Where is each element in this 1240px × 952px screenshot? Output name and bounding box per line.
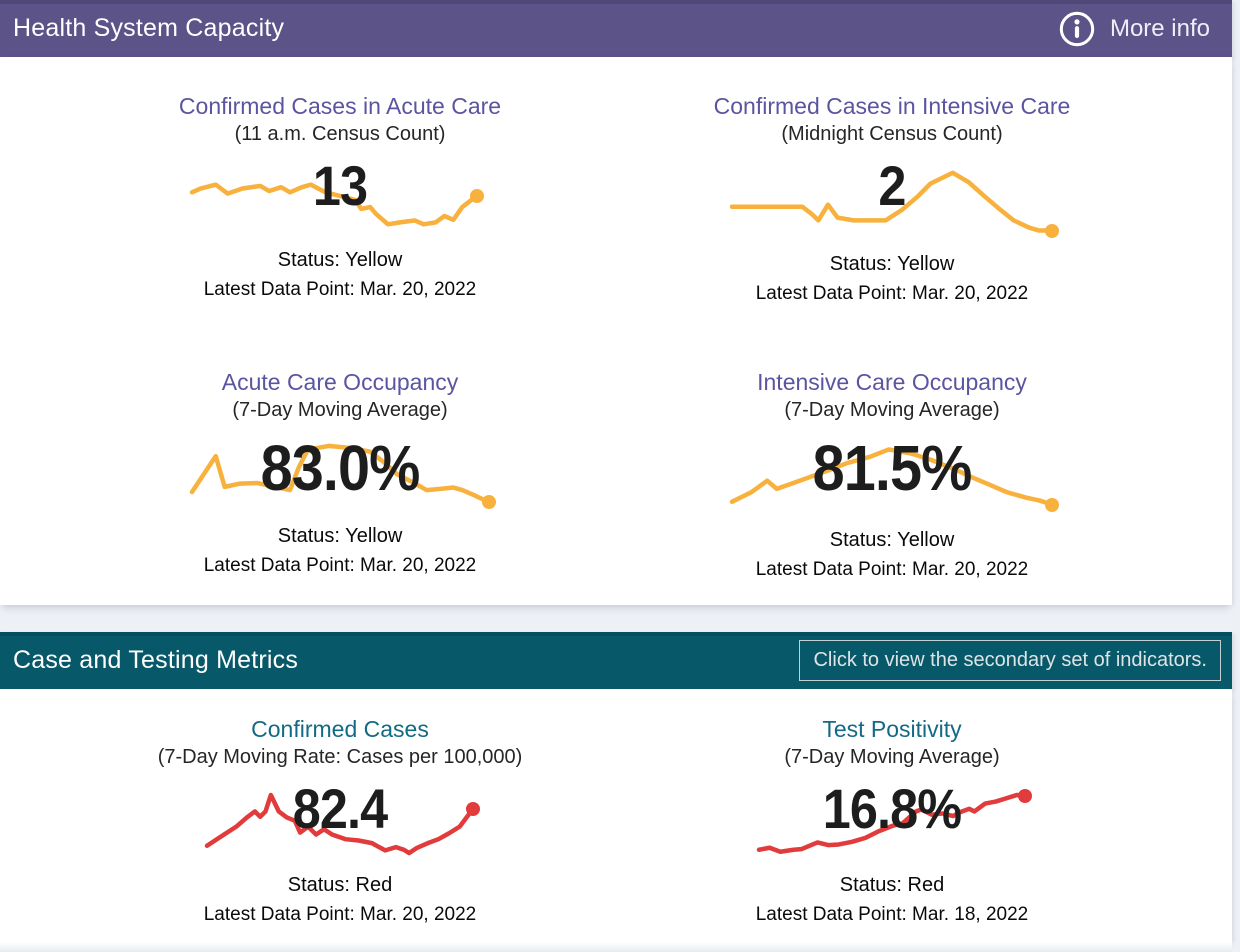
- section-header-case-and-testing-metrics: Case and Testing Metrics Click to view t…: [0, 632, 1232, 689]
- status-text: Status: Red: [287, 874, 393, 896]
- section-title: Case and Testing Metrics: [13, 646, 299, 674]
- latest-point-dot: [1045, 497, 1059, 512]
- metric-title: Confirmed Cases in Intensive Care: [713, 93, 1071, 119]
- sparkline: [207, 791, 473, 857]
- latest-point-dot: [1045, 223, 1059, 238]
- metric-subtitle: (Midnight Census Count): [781, 123, 1003, 145]
- sparkline: [759, 791, 1025, 857]
- latest-data-point: Latest Data Point: Mar. 18, 2022: [755, 904, 1029, 925]
- metric-card-acute-care-occupancy: Acute Care Occupancy (7-Day Moving Avera…: [64, 368, 616, 582]
- latest-point-dot: [481, 495, 496, 510]
- sparkline-chart: 82.4: [207, 781, 480, 857]
- latest-data-point: Latest Data Point: Mar. 20, 2022: [755, 283, 1029, 304]
- status-text: Status: Yellow: [829, 529, 955, 551]
- more-info-label: More info: [1109, 14, 1210, 42]
- metric-value: 83.0%: [260, 432, 421, 504]
- sparkline: [192, 168, 489, 232]
- metric-value: 13: [312, 154, 368, 217]
- case-and-testing-metrics-panel: Confirmed Cases (7-Day Moving Rate: Case…: [0, 689, 1232, 942]
- metric-card-intensive-care-cases: Confirmed Cases in Intensive Care (Midni…: [616, 92, 1168, 306]
- section-header-health-system-capacity: Health System Capacity More info: [0, 0, 1232, 57]
- metric-value: 2: [878, 154, 906, 217]
- metric-card-acute-care-cases: Confirmed Cases in Acute Care (11 a.m. C…: [64, 92, 616, 306]
- metric-value: 81.5%: [812, 432, 973, 504]
- sparkline-chart: 83.0%: [192, 436, 496, 510]
- metric-card-intensive-care-occupancy: Intensive Care Occupancy (7-Day Moving A…: [616, 368, 1168, 582]
- health-system-capacity-panel: Confirmed Cases in Acute Care (11 a.m. C…: [0, 57, 1232, 605]
- metric-subtitle: (7-Day Moving Average): [784, 399, 1000, 421]
- sparkline-chart: 81.5%: [732, 436, 1052, 512]
- metric-subtitle: (7-Day Moving Average): [784, 746, 1000, 768]
- more-info-button[interactable]: More info: [1052, 9, 1216, 49]
- metric-subtitle: (11 a.m. Census Count): [234, 123, 446, 145]
- metric-subtitle: (7-Day Moving Average): [232, 399, 448, 421]
- metric-subtitle: (7-Day Moving Rate: Cases per 100,000): [157, 746, 523, 768]
- status-text: Status: Red: [839, 874, 945, 896]
- metric-card-confirmed-cases: Confirmed Cases (7-Day Moving Rate: Case…: [64, 715, 616, 927]
- latest-data-point: Latest Data Point: Mar. 20, 2022: [203, 279, 477, 300]
- latest-point-dot: [1018, 788, 1032, 803]
- view-secondary-indicators-button[interactable]: Click to view the secondary set of indic…: [799, 640, 1221, 681]
- metric-title: Intensive Care Occupancy: [757, 369, 1027, 395]
- status-text: Status: Yellow: [829, 253, 955, 275]
- metric-card-test-positivity: Test Positivity (7-Day Moving Average) 1…: [616, 715, 1168, 927]
- section-title: Health System Capacity: [13, 14, 285, 42]
- sparkline-chart: 2: [732, 158, 1052, 238]
- status-text: Status: Yellow: [277, 525, 403, 547]
- latest-point-dot: [469, 188, 484, 203]
- metric-value: 16.8%: [822, 777, 962, 840]
- sparkline: [732, 444, 1052, 512]
- sparkline-chart: 16.8%: [759, 781, 1032, 857]
- info-circle-icon: [1059, 11, 1095, 46]
- metric-value: 82.4: [292, 777, 388, 840]
- latest-data-point: Latest Data Point: Mar. 20, 2022: [203, 555, 477, 576]
- metric-title: Test Positivity: [822, 716, 962, 742]
- sparkline: [192, 444, 489, 508]
- metric-title: Confirmed Cases: [251, 716, 429, 742]
- metric-title: Confirmed Cases in Acute Care: [178, 93, 502, 119]
- metric-title: Acute Care Occupancy: [221, 369, 459, 395]
- latest-data-point: Latest Data Point: Mar. 20, 2022: [203, 904, 477, 925]
- panel-bottom-fade: [0, 942, 1232, 952]
- latest-data-point: Latest Data Point: Mar. 20, 2022: [755, 559, 1029, 580]
- status-text: Status: Yellow: [277, 249, 403, 271]
- sparkline: [732, 168, 1052, 236]
- sparkline-chart: 13: [192, 158, 489, 232]
- latest-point-dot: [466, 801, 480, 816]
